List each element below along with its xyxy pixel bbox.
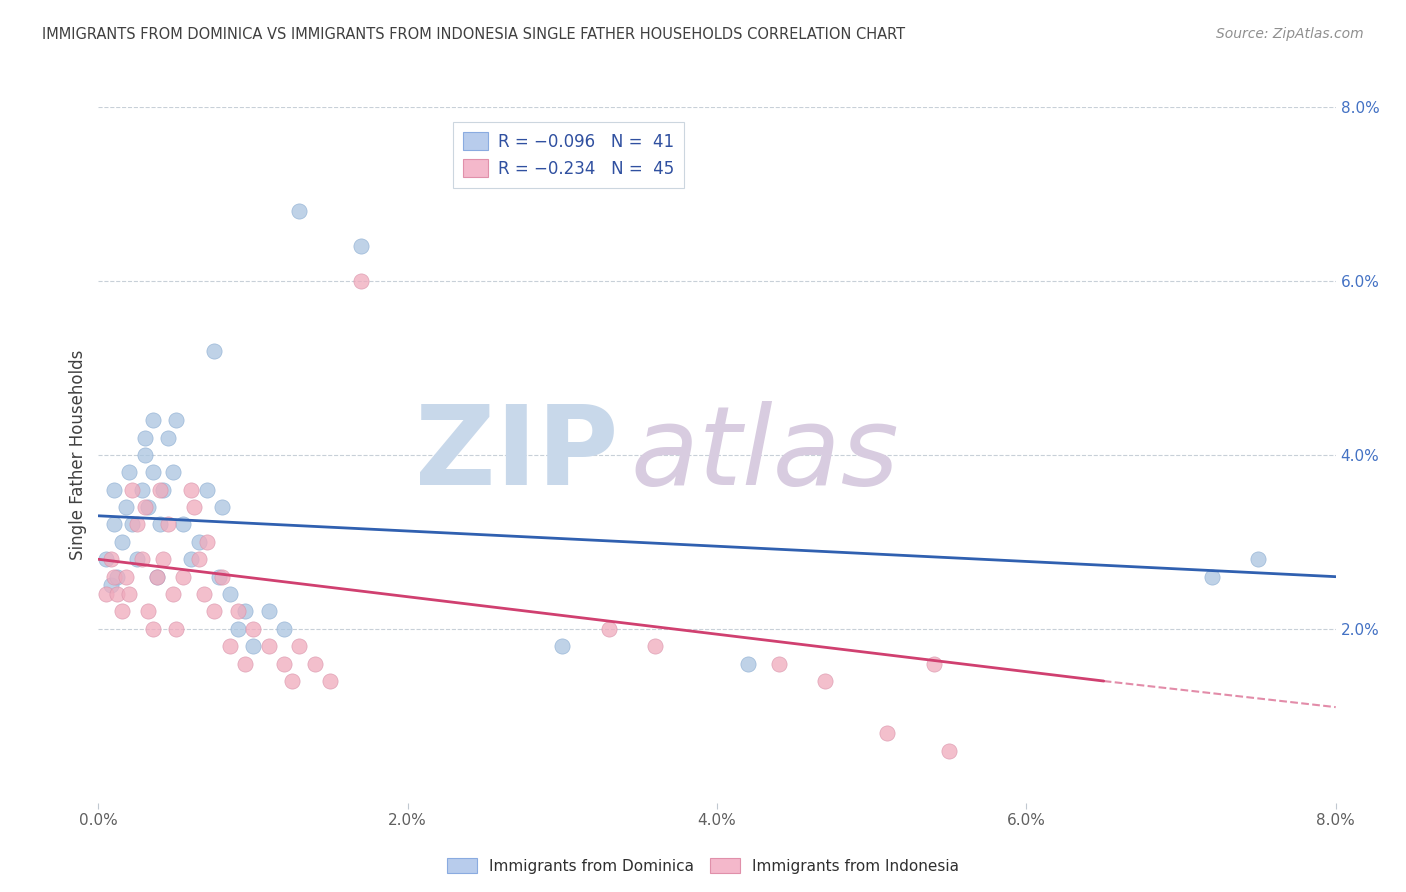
Point <box>814 674 837 689</box>
Point <box>737 657 759 671</box>
Point <box>938 744 960 758</box>
Point <box>211 500 233 514</box>
Point <box>165 622 187 636</box>
Point <box>118 466 141 480</box>
Point <box>319 674 342 689</box>
Point <box>257 605 280 619</box>
Y-axis label: Single Father Households: Single Father Households <box>69 350 87 560</box>
Text: IMMIGRANTS FROM DOMINICA VS IMMIGRANTS FROM INDONESIA SINGLE FATHER HOUSEHOLDS C: IMMIGRANTS FROM DOMINICA VS IMMIGRANTS F… <box>42 27 905 42</box>
Point <box>103 517 125 532</box>
Point <box>644 639 666 653</box>
Point <box>219 639 242 653</box>
Point <box>141 413 165 427</box>
Point <box>141 466 165 480</box>
Point <box>131 552 153 566</box>
Point <box>121 517 143 532</box>
Point <box>149 483 172 497</box>
Point <box>121 483 143 497</box>
Point <box>180 483 202 497</box>
Point <box>173 517 195 532</box>
Point <box>105 587 128 601</box>
Point <box>922 657 945 671</box>
Point <box>111 535 134 549</box>
Point <box>100 552 122 566</box>
Text: atlas: atlas <box>630 401 898 508</box>
Point <box>208 570 231 584</box>
Legend: R = −0.096   N =  41, R = −0.234   N =  45: R = −0.096 N = 41, R = −0.234 N = 45 <box>453 122 685 188</box>
Point <box>242 622 264 636</box>
Point <box>136 500 159 514</box>
Point <box>1201 570 1223 584</box>
Point <box>1247 552 1270 566</box>
Point <box>242 639 264 653</box>
Point <box>226 605 249 619</box>
Point <box>598 622 620 636</box>
Point <box>350 274 373 288</box>
Point <box>551 639 574 653</box>
Point <box>134 431 156 445</box>
Point <box>115 500 138 514</box>
Point <box>149 517 172 532</box>
Point <box>195 535 218 549</box>
Point <box>211 570 233 584</box>
Point <box>134 500 156 514</box>
Point <box>141 622 165 636</box>
Point <box>157 517 180 532</box>
Point <box>115 570 138 584</box>
Point <box>257 639 280 653</box>
Point <box>146 570 169 584</box>
Point <box>350 239 373 253</box>
Point <box>193 587 215 601</box>
Point <box>204 605 226 619</box>
Point <box>152 552 174 566</box>
Point <box>235 605 257 619</box>
Point <box>204 343 226 358</box>
Point <box>162 587 184 601</box>
Text: Source: ZipAtlas.com: Source: ZipAtlas.com <box>1216 27 1364 41</box>
Point <box>146 570 169 584</box>
Point <box>134 448 156 462</box>
Point <box>157 431 180 445</box>
Point <box>165 413 187 427</box>
Point <box>273 622 295 636</box>
Point <box>235 657 257 671</box>
Point <box>118 587 141 601</box>
Point <box>96 552 118 566</box>
Point <box>180 552 202 566</box>
Point <box>100 578 122 592</box>
Point <box>188 535 211 549</box>
Point <box>273 657 295 671</box>
Legend: Immigrants from Dominica, Immigrants from Indonesia: Immigrants from Dominica, Immigrants fro… <box>440 852 966 880</box>
Point <box>876 726 898 740</box>
Text: ZIP: ZIP <box>415 401 619 508</box>
Point <box>105 570 128 584</box>
Point <box>195 483 218 497</box>
Point <box>281 674 304 689</box>
Point <box>96 587 118 601</box>
Point <box>127 517 149 532</box>
Point <box>304 657 326 671</box>
Point <box>131 483 153 497</box>
Point <box>127 552 149 566</box>
Point <box>183 500 205 514</box>
Point <box>219 587 242 601</box>
Point <box>226 622 249 636</box>
Point <box>288 639 311 653</box>
Point <box>103 483 125 497</box>
Point <box>136 605 159 619</box>
Point <box>768 657 790 671</box>
Point <box>288 204 311 219</box>
Point <box>188 552 211 566</box>
Point <box>162 466 184 480</box>
Point <box>111 605 134 619</box>
Point <box>173 570 195 584</box>
Point <box>103 570 125 584</box>
Point <box>152 483 174 497</box>
